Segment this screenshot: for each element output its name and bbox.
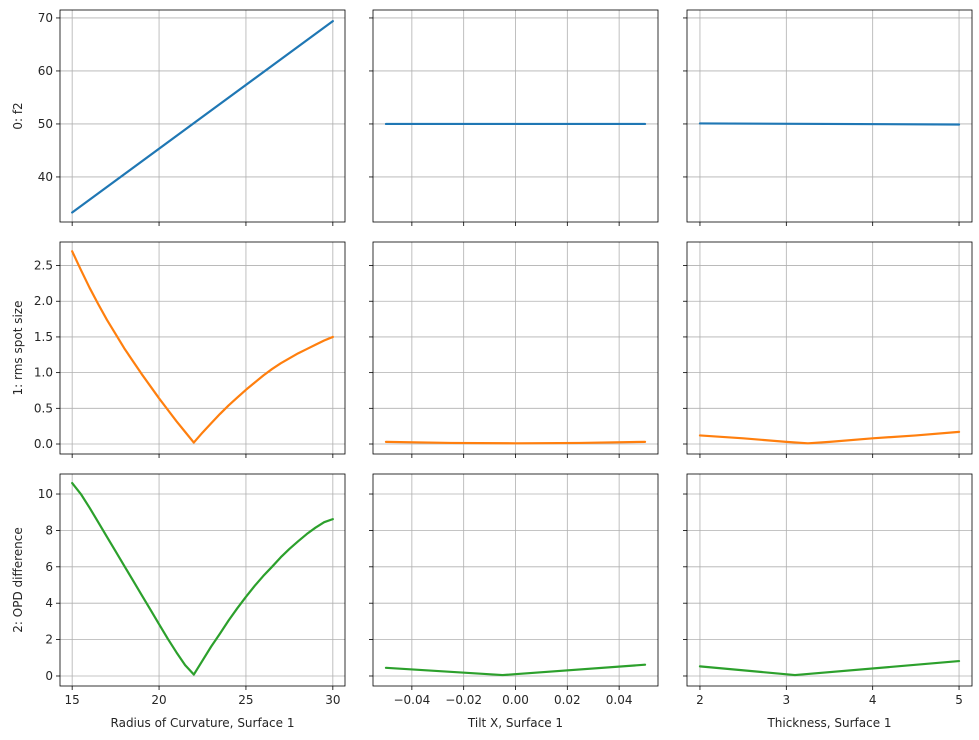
axes-frame xyxy=(372,9,659,223)
x-tick-label: 5 xyxy=(955,693,963,707)
y-tick-label: 60 xyxy=(38,64,53,78)
x-tick-label: 15 xyxy=(65,693,80,707)
axes-frame xyxy=(372,473,659,687)
panel-r1-c1 xyxy=(369,241,659,458)
y-axis-label: 1: rms spot size xyxy=(11,301,25,396)
panel-r1-c2 xyxy=(683,241,973,458)
x-axis-label: Radius of Curvature, Surface 1 xyxy=(111,716,295,730)
axes-frame xyxy=(686,9,973,223)
y-tick-label: 2.5 xyxy=(34,259,53,273)
y-tick-label: 50 xyxy=(38,117,53,131)
x-tick-label: 20 xyxy=(151,693,166,707)
x-tick-label: 0.02 xyxy=(554,693,581,707)
axes-frame xyxy=(59,241,346,455)
x-tick-label: 0.00 xyxy=(502,693,529,707)
series-line xyxy=(384,663,647,677)
y-tick-label: 40 xyxy=(38,170,53,184)
panel-r2-c0: 15 20 25 30 0 2 4 6 8 10 xyxy=(38,473,346,707)
x-tick-label: 2 xyxy=(696,693,704,707)
x-tick-label: 0.04 xyxy=(606,693,633,707)
y-tick-label: 70 xyxy=(38,11,53,25)
y-tick-label: 1.0 xyxy=(34,366,53,380)
series-line xyxy=(71,20,334,214)
series-line xyxy=(384,440,647,445)
panel-r0-c0: 40 50 60 70 xyxy=(38,9,346,226)
x-tick-label: 3 xyxy=(782,693,790,707)
axes-frame xyxy=(686,241,973,455)
series-line xyxy=(71,250,334,444)
y-axis-label: 0: f2 xyxy=(11,102,25,129)
y-tick-label: 10 xyxy=(38,487,53,501)
y-tick-label: 2 xyxy=(45,633,53,647)
series-line xyxy=(698,122,961,126)
y-tick-label: 1.5 xyxy=(34,330,53,344)
panel-r2-c1: −0.04 −0.02 0.00 0.02 0.04 xyxy=(369,473,659,707)
y-tick-label: 0.5 xyxy=(34,401,53,415)
panel-r1-c0: 0.0 0.5 1.0 1.5 2.0 2.5 xyxy=(34,241,346,458)
y-tick-label: 2.0 xyxy=(34,294,53,308)
series-line xyxy=(698,430,961,445)
y-tick-label: 0 xyxy=(45,669,53,683)
x-tick-label: 25 xyxy=(238,693,253,707)
y-tick-label: 0.0 xyxy=(34,437,53,451)
panel-r0-c1 xyxy=(369,9,659,226)
series-line xyxy=(698,659,961,677)
y-tick-label: 6 xyxy=(45,560,53,574)
x-tick-label: −0.04 xyxy=(393,693,430,707)
series-line xyxy=(71,482,334,676)
x-tick-label: 4 xyxy=(869,693,877,707)
y-axis-label: 2: OPD difference xyxy=(11,527,25,632)
x-axis-label: Tilt X, Surface 1 xyxy=(467,716,563,730)
axes-frame xyxy=(59,473,346,687)
x-tick-label: 30 xyxy=(325,693,340,707)
axes-frame xyxy=(372,241,659,455)
panel-r0-c2 xyxy=(683,9,973,226)
y-tick-label: 8 xyxy=(45,523,53,537)
panel-r2-c2: 2 3 4 5 xyxy=(683,473,973,707)
axes-frame xyxy=(686,473,973,687)
y-tick-label: 4 xyxy=(45,596,53,610)
axes-frame xyxy=(59,9,346,223)
x-tick-label: −0.02 xyxy=(445,693,482,707)
x-axis-label: Thickness, Surface 1 xyxy=(766,716,891,730)
